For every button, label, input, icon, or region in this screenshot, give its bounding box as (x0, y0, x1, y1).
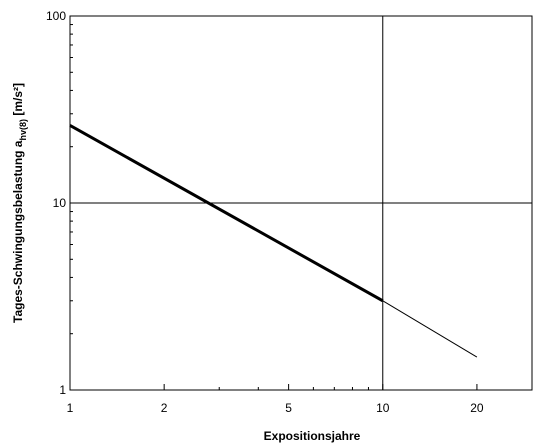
x-tick-labels: 1 2 5 10 20 (67, 401, 484, 415)
x-tick-label: 5 (285, 401, 292, 415)
x-axis-title: Expositionsjahre (264, 429, 361, 443)
y-axis-title: Tages-Schwingungsbelastung ahv(8) [m/s²] (11, 83, 28, 323)
x-tick-label: 2 (161, 401, 168, 415)
y-tick-label: 10 (53, 196, 67, 210)
grid-lines (70, 16, 532, 390)
x-tick-label: 1 (67, 401, 74, 415)
x-tick-label: 10 (376, 401, 390, 415)
y-tick-label: 100 (46, 9, 66, 23)
y-axis-title-unit: [m/s²] (11, 83, 25, 119)
series-line-thin (382, 300, 478, 358)
series-line-thick (69, 124, 384, 303)
y-axis-title-main: Tages-Schwingungsbelastung a (11, 140, 25, 323)
y-axis-title-sub: hv(8) (18, 119, 28, 141)
data-series (69, 124, 478, 358)
y-tick-labels: 1 10 100 (46, 9, 66, 397)
x-tick-label: 20 (470, 401, 484, 415)
plot-frame (69, 15, 533, 391)
y-tick-label: 1 (59, 383, 66, 397)
